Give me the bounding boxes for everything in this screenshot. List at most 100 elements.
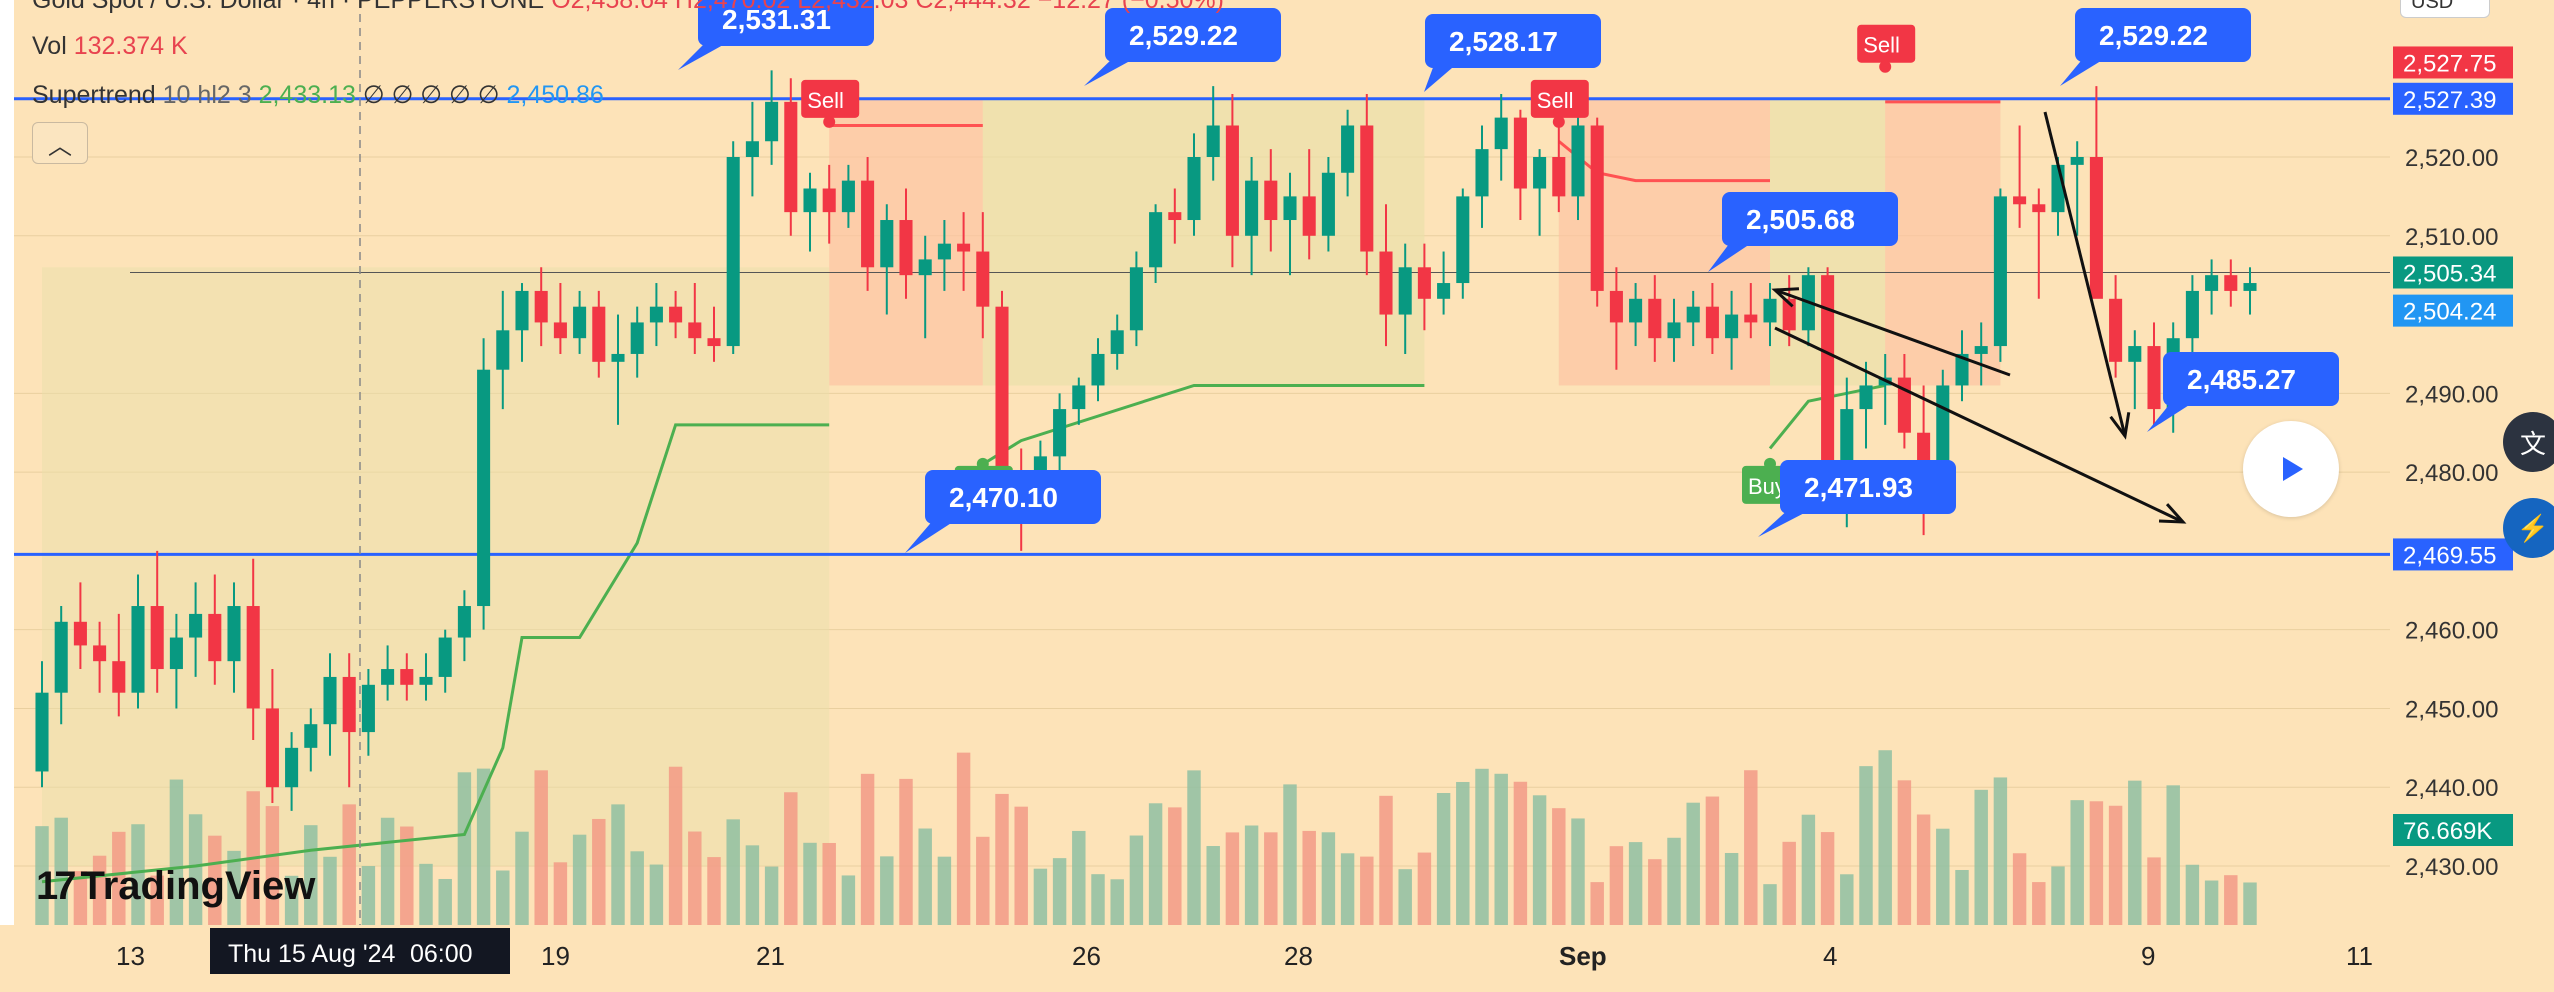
volume-bar [1840, 874, 1854, 925]
candle-body [726, 157, 740, 347]
symbol-name: Gold Spot / U.S. Dollar · 4h · PEPPERSTO… [32, 0, 545, 14]
price-callout[interactable] [1105, 8, 1281, 62]
candle-body [2070, 157, 2084, 165]
volume-bar [150, 875, 164, 925]
volume-bar [1878, 750, 1892, 925]
signal-badge [1857, 24, 1916, 63]
candle-body [553, 322, 567, 339]
candle-body [1437, 283, 1451, 299]
supertrend-label: Supertrend [32, 81, 156, 109]
callout-text: 2,528.17 [1449, 26, 1558, 57]
candle-body [688, 322, 702, 339]
collapse-legend-button[interactable]: ︿ [32, 122, 88, 164]
volume-bar [438, 878, 452, 925]
extension-button[interactable]: ⚡ [2503, 498, 2554, 558]
candle-body [131, 606, 145, 693]
ohlc-values: O2,458.64 H2,470.02 L2,432.03 C2,444.32 … [551, 0, 1224, 14]
volume-bar [1168, 807, 1182, 925]
candle-body [841, 180, 855, 213]
play-icon [2283, 457, 2303, 481]
volume-bar [611, 804, 625, 925]
price-tick-label: 2,520.00 [2405, 145, 2498, 172]
price-axis-badge [2393, 256, 2513, 289]
candle-body [2243, 283, 2257, 291]
volume-bar [649, 864, 664, 925]
tradingview-logo-text: TradingView [80, 864, 316, 908]
volume-bar [688, 831, 702, 925]
time-tick-label: 19 [541, 941, 570, 971]
volume-bar [1513, 781, 1528, 925]
candle-body [1705, 306, 1719, 339]
price-callout[interactable] [1722, 192, 1898, 246]
candle-body [861, 180, 875, 268]
candle-body [1149, 212, 1163, 268]
candle-body [1225, 125, 1239, 236]
volume-bar [1993, 777, 2008, 925]
candle-body [707, 338, 721, 347]
candle-body [1513, 117, 1527, 189]
play-button[interactable] [2243, 421, 2339, 517]
candle-body [1974, 346, 1988, 354]
candle-body [1744, 314, 1758, 323]
time-tick-label: 21 [756, 941, 785, 971]
callout-pointer [2060, 56, 2109, 86]
volume-bar [112, 831, 126, 925]
volume-bar [1552, 808, 1566, 925]
candle-body [54, 621, 68, 693]
candle-body [515, 290, 529, 331]
volume-bar [880, 856, 894, 925]
candle-body [1571, 125, 1585, 197]
candle-body [1993, 196, 2007, 347]
volume-bar [1571, 818, 1585, 925]
volume-bar [1340, 853, 1355, 925]
candle-body [611, 353, 625, 362]
currency-selector[interactable]: USD [2400, 0, 2490, 18]
crosshair-time-text: 06:00 [410, 940, 473, 968]
volume-bar [899, 778, 913, 925]
volume-bar [1302, 830, 1316, 925]
drawing-arrow[interactable] [2043, 111, 2127, 437]
price-callout[interactable] [925, 470, 1101, 524]
volume-bar [54, 817, 68, 925]
candle-body [765, 101, 779, 142]
candle-body [669, 306, 683, 323]
candle-body [937, 243, 951, 260]
volume-bar [208, 835, 222, 925]
volume-bar [2147, 857, 2161, 925]
candle-body [1379, 251, 1393, 315]
candle-body [496, 330, 510, 370]
volume-bar [1033, 868, 1048, 925]
drawing-arrow[interactable] [1774, 288, 2011, 377]
volume-bar [1264, 832, 1278, 925]
volume-bar [1244, 825, 1259, 925]
volume-bar [1360, 856, 1374, 925]
volume-bar [323, 856, 337, 925]
candle-body [265, 708, 279, 788]
price-callout[interactable] [1780, 460, 1956, 514]
price-callout[interactable] [2075, 8, 2251, 62]
price-callout[interactable] [2163, 352, 2339, 406]
volume-bar [227, 850, 241, 925]
price-badge-text: 2,504.24 [2403, 299, 2496, 326]
candle-body [227, 606, 241, 662]
volume-bar [1609, 846, 1624, 925]
drawing-arrow[interactable] [1774, 326, 2184, 524]
candle-body [1417, 267, 1431, 299]
candle-body [35, 692, 49, 772]
translate-button[interactable]: 文 [2503, 412, 2554, 472]
price-callout[interactable] [698, 0, 874, 46]
candle-body [1091, 353, 1105, 386]
volume-bar [592, 818, 606, 925]
candle-body [1072, 385, 1086, 410]
price-axis-badge [2393, 814, 2513, 846]
supertrend-legend[interactable]: Supertrend 10 hl2 3 2,433.13 ∅ ∅ ∅ ∅ ∅ 2… [32, 80, 604, 110]
symbol-title[interactable]: Gold Spot / U.S. Dollar · 4h · PEPPERSTO… [32, 0, 1224, 15]
volume-bar [1206, 846, 1220, 925]
candle-body [1302, 196, 1316, 236]
price-callout[interactable] [1425, 14, 1601, 68]
candle-body [1168, 212, 1182, 221]
volume-legend[interactable]: Vol 132.374 K [32, 32, 188, 61]
signal-badge [1530, 79, 1589, 118]
callout-text: 2,470.10 [949, 482, 1058, 513]
